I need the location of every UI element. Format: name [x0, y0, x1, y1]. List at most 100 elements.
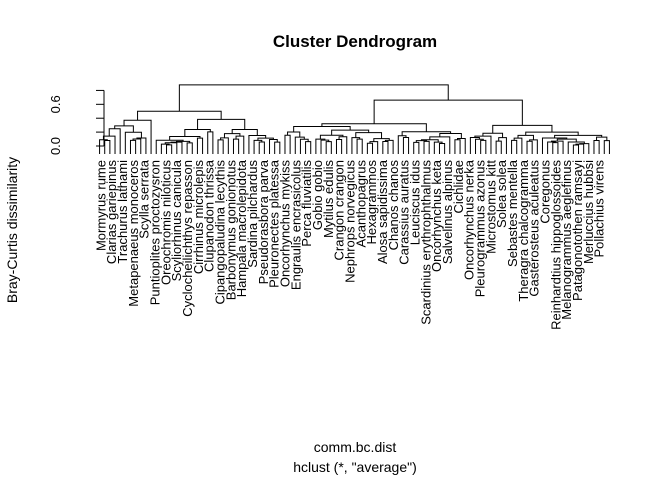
leaf-label: Merluccius hubbsi	[581, 160, 596, 264]
leaf-label: Patagonotothen ramsayi	[570, 160, 585, 301]
dendrogram-branch	[384, 139, 394, 154]
dendrogram-branch	[355, 132, 383, 139]
dendrogram-branch	[186, 142, 193, 154]
dendrogram-branch	[397, 135, 407, 154]
leaf-label: Nephrops norvegicus	[343, 160, 358, 283]
dendrogram-branch	[526, 140, 533, 154]
leaf-label: Carassius auratus	[397, 160, 412, 265]
leaf-label: Microstomus kitt	[483, 160, 498, 254]
leaf-label: Trachurus lathami	[115, 160, 130, 264]
dendrogram-branch	[338, 136, 348, 154]
leaf-label: Engraulis encrasicolus	[288, 160, 303, 291]
dendrogram-branch	[294, 136, 305, 154]
dendrogram-branch	[475, 138, 484, 154]
dendrogram-branch	[593, 140, 600, 154]
leaf-label: Clupanodon thrissa	[202, 159, 217, 272]
y-tick-label: 0.6	[48, 95, 63, 113]
dendrogram-branch	[373, 138, 390, 142]
leaf-label: Salvelinus alpinus	[440, 160, 455, 265]
dendrogram-branch	[319, 134, 344, 140]
dendrogram-branch	[335, 138, 343, 154]
dendrogram-branch	[269, 139, 278, 154]
leaf-label: Cichlidae	[451, 160, 466, 213]
dendrogram-branch	[231, 128, 258, 136]
dendrogram-branch	[438, 142, 446, 154]
dendrogram-branch	[176, 140, 191, 143]
leaf-label: Coregonus	[537, 160, 552, 224]
dendrogram-branch	[402, 137, 410, 154]
y-axis-title: Bray-Curtis dissimilarity	[4, 157, 20, 303]
dendrogram-branch	[474, 135, 492, 154]
leaf-label: Chanos chanos	[386, 160, 401, 251]
leaf-label: Crangon crangon	[332, 160, 347, 260]
leaf-label: Alosa sapidissima	[375, 159, 390, 264]
leaf-label: Scylla serrata	[137, 159, 152, 239]
dendrogram-branch	[136, 137, 147, 154]
leaf-label: Mormyrus rume	[93, 160, 108, 251]
dendrogram-branch	[166, 144, 173, 154]
dendrogram-branch	[529, 139, 538, 154]
dendrogram-branch	[572, 144, 580, 154]
dendrogram-branch	[366, 142, 374, 154]
dendrogram-branch	[498, 137, 507, 154]
dendrogram-branch	[196, 137, 204, 154]
dendrogram-branch	[223, 133, 241, 138]
leaf-label: Theragra chalcogramma	[516, 159, 531, 301]
leaf-label: Cirrhinus microlepis	[191, 160, 206, 275]
leaf-label: Gasterosteus aculeatus	[527, 160, 542, 297]
x-axis-title: comm.bc.dist	[314, 439, 397, 455]
dendrogram-branch	[331, 129, 370, 136]
dendrogram-branch	[108, 128, 121, 154]
dendrogram-branch	[178, 84, 449, 112]
dendrogram-branch	[284, 134, 291, 154]
dendrogram-branch	[258, 141, 265, 154]
leaf-label: Cipangopaludina lecythis	[213, 160, 228, 305]
dendrogram-branch	[325, 141, 332, 154]
y-tick-label: 0.0	[48, 137, 63, 155]
leaf-label: Puntioplites proctozysron	[148, 160, 163, 305]
leaf-label: Oncorhynchus nerka	[462, 159, 477, 280]
dendrogram-branch	[423, 140, 430, 154]
leaf-label: Hexagrammos	[364, 160, 379, 245]
leaf-label: Scardinius erythrophthalmus	[418, 160, 433, 325]
dendrogram-branch	[413, 141, 420, 154]
dendrogram-branch	[207, 131, 214, 154]
leaf-label: Barbonymus gonionotus	[223, 160, 238, 301]
dendrogram-branch	[169, 136, 201, 141]
x-axis-subtitle: hclust (*, "average")	[293, 459, 417, 475]
dendrogram-branch	[454, 139, 461, 154]
leaf-label: Pollachius virens	[592, 160, 607, 258]
dendrogram-branch	[217, 139, 224, 154]
dendrogram-branch	[511, 139, 518, 154]
dendrogram-branch	[124, 131, 142, 154]
dendrogram-branch	[235, 135, 245, 154]
dendrogram-branch	[369, 141, 379, 154]
leaf-label: Clarias gariepinus	[104, 160, 119, 265]
dendrogram-branch	[495, 140, 502, 154]
leaf-label: Acanthopagrus	[353, 160, 368, 248]
chart-title: Cluster Dendrogram	[273, 32, 437, 51]
dendrogram-branch	[550, 140, 564, 154]
leaf-label: Oreochromis niloticus	[158, 160, 173, 285]
dendrogram-branch	[99, 139, 108, 154]
dendrogram-branch	[321, 123, 427, 132]
leaf-label: Reinhardtius hippoglossoides	[548, 160, 563, 330]
leaf-label: Leuciscus idus	[407, 160, 422, 246]
leaf-label: Pleuronectes platessa	[267, 159, 282, 288]
y-axis: 0.0 0.6	[48, 89, 105, 155]
leaf-label: Sardina pilchardus	[245, 160, 260, 268]
leaf-label: Pleurogrammus azonus	[472, 160, 487, 298]
dendrogram-branch	[274, 141, 281, 154]
dendrogram-branch	[132, 138, 142, 154]
dendrogram-branch	[382, 141, 389, 154]
dendrogram-branch	[356, 138, 363, 154]
leaf-label: Metapenaeus monoceros	[126, 160, 141, 307]
dendrogram-branch	[170, 141, 183, 154]
dendrogram-branch	[160, 143, 170, 154]
dendrogram-branch	[552, 142, 559, 154]
dendrogram-branch	[415, 140, 428, 143]
dendrogram-branch	[129, 139, 137, 154]
dendrogram-branch	[433, 141, 443, 154]
leaf-label: Melanogrammus aeglefinus	[559, 160, 574, 320]
dendrogram-branch	[305, 141, 312, 154]
